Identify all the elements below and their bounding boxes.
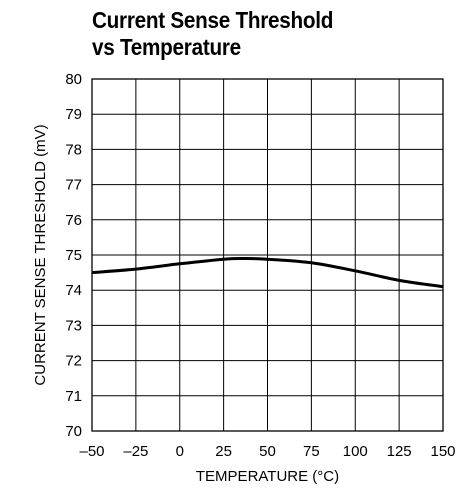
x-tick-label: 150 — [430, 443, 455, 460]
x-tick-label: 0 — [176, 443, 184, 460]
y-tick-label: 80 — [65, 71, 82, 88]
plot-frame — [91, 78, 444, 432]
y-tick-label: 78 — [65, 141, 82, 158]
x-tick-label: 100 — [343, 443, 368, 460]
series-layer — [91, 257, 444, 289]
x-tick-label: 125 — [387, 443, 412, 460]
chart-title-line-2: vs Temperature — [92, 34, 241, 60]
y-tick-label: 72 — [65, 353, 82, 370]
y-tick-label: 73 — [65, 317, 82, 334]
y-axis-label: CURRENT SENSE THRESHOLD (mV) — [32, 124, 49, 385]
x-tick-label: –25 — [123, 443, 148, 460]
series-line — [91, 257, 444, 289]
x-tick-label: 50 — [259, 443, 276, 460]
y-tick-label: 71 — [65, 388, 82, 405]
y-tick-label: 75 — [65, 247, 82, 264]
x-axis-label: TEMPERATURE (°C) — [196, 468, 339, 485]
grid-lines — [91, 78, 444, 432]
chart-title-line-1: Current Sense Threshold — [92, 7, 334, 33]
y-tick-label: 74 — [65, 282, 82, 299]
y-tick-label: 77 — [65, 177, 82, 194]
x-tick-label: 25 — [215, 443, 232, 460]
x-tick-label: 75 — [303, 443, 320, 460]
tick-labels: –50 –25 0 25 50 75 100 125 150 70 71 72 73 74 75 76 77 78… — [65, 71, 455, 460]
chart-title: Current Sense Threshold vs Temperature — [92, 7, 333, 61]
x-tick-label: –50 — [79, 443, 104, 460]
y-tick-label: 76 — [65, 212, 82, 229]
y-tick-label: 79 — [65, 106, 82, 123]
y-tick-label: 70 — [65, 423, 82, 440]
